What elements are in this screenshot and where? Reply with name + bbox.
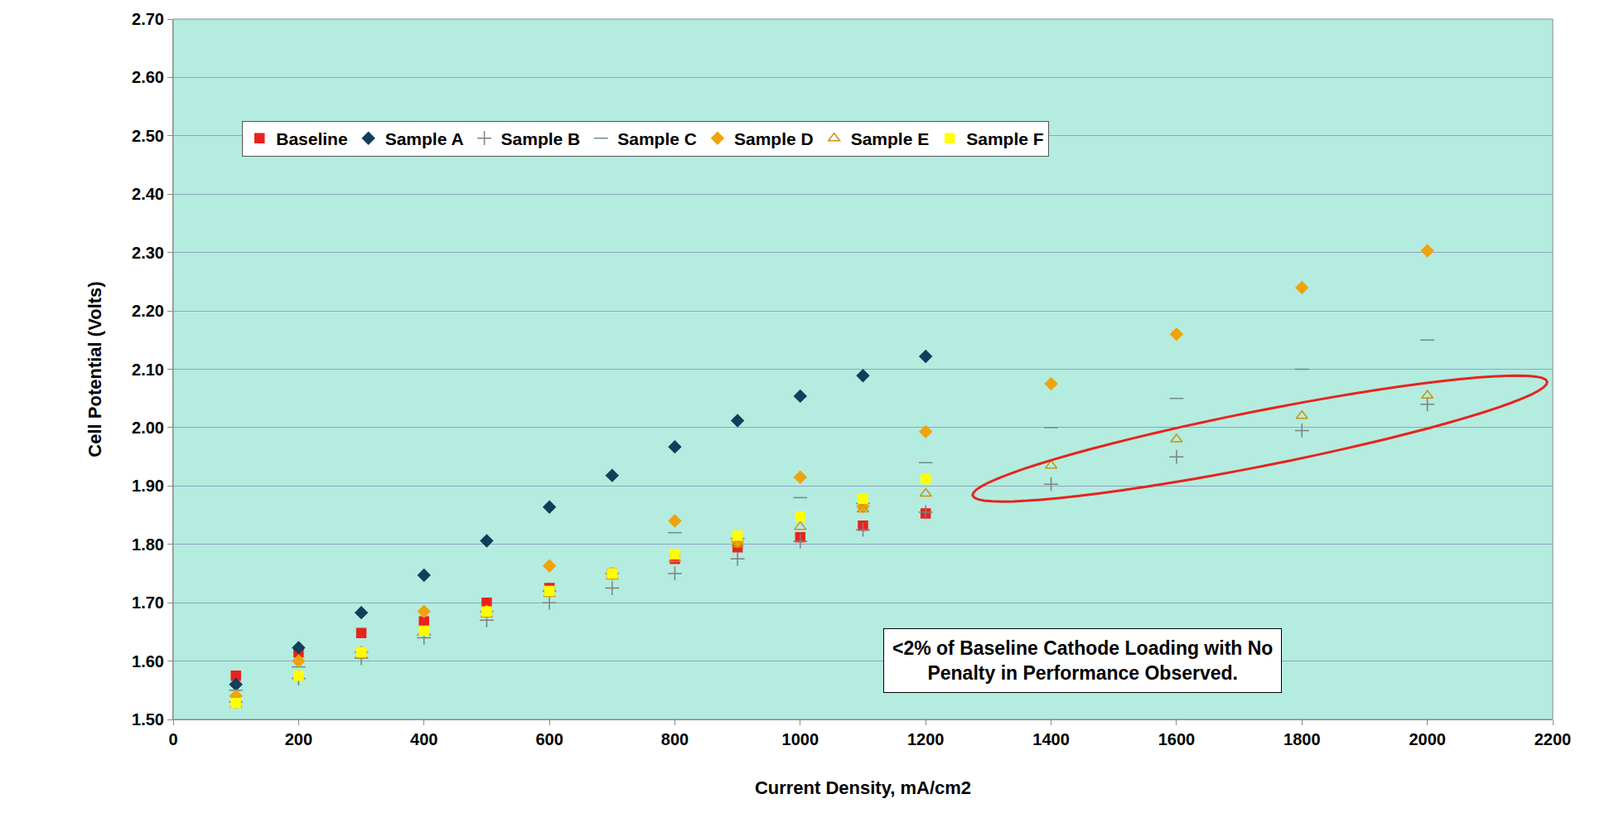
svg-text:1.50: 1.50 (131, 710, 165, 729)
svg-text:800: 800 (661, 729, 689, 749)
svg-text:1.70: 1.70 (131, 593, 165, 612)
svg-text:Current Density, mA/cm2: Current Density, mA/cm2 (754, 777, 972, 798)
svg-text:1000: 1000 (782, 729, 820, 749)
svg-text:2.40: 2.40 (131, 184, 165, 204)
svg-text:1.80: 1.80 (131, 535, 165, 554)
svg-text:0: 0 (168, 729, 178, 749)
svg-text:Baseline: Baseline (275, 129, 348, 149)
svg-text:400: 400 (410, 729, 438, 749)
svg-text:2.00: 2.00 (131, 418, 165, 437)
svg-text:2.30: 2.30 (131, 243, 165, 262)
svg-text:2.50: 2.50 (131, 126, 165, 146)
svg-text:Sample E: Sample E (850, 129, 930, 149)
svg-text:1400: 1400 (1032, 729, 1070, 749)
svg-text:Sample B: Sample B (501, 129, 581, 149)
svg-text:2.10: 2.10 (131, 360, 165, 379)
svg-text:2.60: 2.60 (131, 67, 165, 87)
svg-text:Sample A: Sample A (385, 129, 465, 149)
svg-text:600: 600 (535, 729, 563, 749)
svg-text:2.20: 2.20 (131, 301, 165, 320)
svg-text:1800: 1800 (1283, 729, 1321, 749)
svg-text:2.70: 2.70 (131, 9, 165, 29)
svg-text:2000: 2000 (1408, 729, 1446, 749)
svg-text:2200: 2200 (1534, 729, 1572, 749)
svg-text:Sample D: Sample D (734, 129, 814, 149)
svg-text:Sample F: Sample F (966, 129, 1045, 149)
svg-text:<2% of Baseline Cathode Loadin: <2% of Baseline Cathode Loading with NoP… (892, 637, 1273, 684)
svg-text:1.90: 1.90 (131, 476, 165, 495)
svg-text:1200: 1200 (907, 729, 945, 749)
svg-text:Sample C: Sample C (617, 129, 697, 149)
svg-text:200: 200 (285, 729, 313, 749)
svg-text:1.60: 1.60 (131, 652, 165, 671)
svg-text:Cell Potential (Volts): Cell Potential (Volts) (84, 280, 106, 457)
svg-text:1600: 1600 (1158, 729, 1196, 749)
